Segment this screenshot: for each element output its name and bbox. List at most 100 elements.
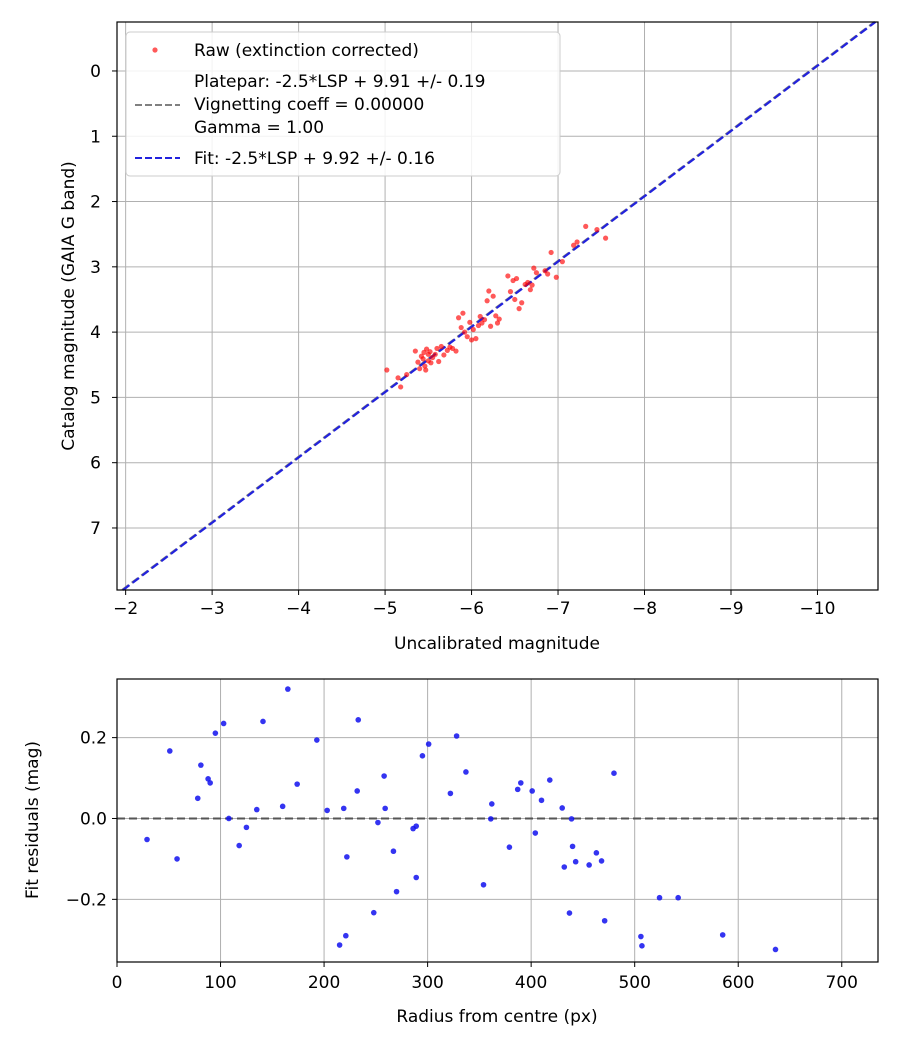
residual-point — [517, 780, 524, 786]
residual-point — [538, 797, 545, 804]
residual-point — [212, 730, 219, 736]
residual-point — [144, 836, 150, 843]
residual-point — [314, 737, 320, 743]
calibration-y-tick-label: 1 — [90, 127, 101, 147]
residual-point — [390, 848, 397, 855]
residual-point — [354, 788, 361, 794]
raw-point — [417, 366, 423, 372]
raw-point — [477, 313, 483, 320]
residual-point — [601, 917, 608, 924]
residuals-y-tick-label: −0.2 — [66, 890, 107, 910]
calibration-raw-points — [384, 223, 609, 390]
raw-point — [583, 223, 589, 229]
residual-point — [487, 816, 494, 822]
residual-point — [514, 786, 521, 793]
raw-point — [473, 336, 479, 342]
legend-vignetting-label: Vignetting coeff = 0.00000 — [194, 95, 424, 115]
calibration-ticks: −2 −3 −4 −5 −6 −7 −8 −9 −10 0 1 2 3 4 5 6 7 — [90, 62, 835, 619]
residual-point — [419, 753, 426, 759]
raw-point — [434, 345, 440, 352]
residual-point — [675, 894, 681, 901]
raw-point — [516, 306, 522, 312]
calibration-x-tick-label: −10 — [800, 599, 836, 619]
residuals-y-tick-label: 0.2 — [80, 729, 107, 749]
residual-point — [611, 770, 617, 776]
residual-point — [336, 942, 343, 948]
residual-point — [772, 946, 779, 953]
residual-point — [546, 777, 553, 783]
residual-point — [370, 909, 377, 916]
residual-point — [294, 781, 300, 787]
raw-point — [486, 288, 492, 294]
calibration-x-tick-label: −2 — [113, 599, 138, 619]
raw-point — [533, 270, 540, 276]
residuals-x-tick-label: 100 — [204, 973, 236, 993]
residual-point — [413, 874, 420, 881]
calibration-x-tick-label: −6 — [459, 599, 484, 619]
calibration-x-tick-label: −4 — [286, 599, 311, 619]
residuals-x-tick-label: 0 — [112, 973, 123, 993]
residual-point — [344, 854, 350, 860]
calibration-x-tick-label: −8 — [632, 599, 657, 619]
legend-raw-marker — [152, 47, 158, 53]
raw-point — [519, 300, 525, 306]
raw-point — [412, 348, 418, 354]
residual-point — [279, 803, 286, 810]
calibration-y-tick-label: 0 — [90, 62, 101, 82]
residual-point — [463, 769, 469, 775]
residual-point — [489, 801, 495, 807]
calibration-x-label: Uncalibrated magnitude — [394, 634, 600, 654]
raw-point — [464, 334, 470, 340]
residuals-x-tick-label: 200 — [308, 973, 340, 993]
residual-point — [207, 780, 213, 786]
residual-point — [586, 862, 592, 868]
raw-point — [529, 282, 535, 288]
residuals-chart: 0 100 200 300 400 500 600 700 −0.2 0.0 0.2 Radius … — [23, 678, 879, 1027]
residual-point — [324, 807, 330, 814]
residual-point — [561, 864, 568, 870]
residual-point — [285, 686, 291, 692]
raw-point — [441, 352, 447, 358]
residual-point — [220, 720, 227, 727]
residual-point — [529, 788, 535, 794]
residual-point — [656, 894, 663, 901]
raw-point — [404, 371, 410, 378]
residual-point — [381, 773, 387, 779]
residual-point — [343, 932, 349, 939]
legend-raw-label: Raw (extinction corrected) — [194, 41, 419, 61]
calibration-x-tick-label: −9 — [718, 599, 743, 619]
residual-point — [639, 943, 645, 949]
residual-point — [593, 850, 600, 856]
raw-point — [422, 363, 428, 369]
residual-point — [393, 888, 400, 895]
residuals-y-tick-label: 0.0 — [80, 809, 107, 829]
calibration-x-tick-label: −3 — [200, 599, 225, 619]
residual-point — [453, 733, 460, 739]
calibration-axes-frame — [116, 21, 879, 591]
raw-point — [493, 313, 499, 319]
residual-point — [260, 718, 266, 725]
calibration-x-tick-label: −5 — [373, 599, 398, 619]
raw-point — [428, 360, 434, 366]
residuals-x-tick-label: 400 — [515, 973, 547, 993]
residuals-x-tick-label: 600 — [722, 973, 754, 993]
calibration-chart: −2 −3 −4 −5 −6 −7 −8 −9 −10 0 1 2 3 4 5 6 7 Uncalibrated… — [59, 21, 879, 654]
residual-point — [598, 858, 605, 864]
residual-point — [243, 824, 250, 831]
residual-point — [253, 806, 260, 813]
calibration-fit-lines — [121, 21, 877, 591]
raw-point — [525, 279, 531, 286]
calibration-y-label: Catalog magnitude (GAIA G band) — [59, 161, 79, 451]
raw-point — [481, 317, 488, 323]
residual-point — [447, 790, 454, 797]
residual-point — [236, 842, 242, 849]
residual-point — [375, 819, 381, 826]
calibration-y-tick-label: 7 — [90, 519, 101, 539]
raw-point — [462, 329, 468, 335]
residual-point — [340, 805, 347, 812]
raw-point — [553, 274, 559, 280]
raw-point — [602, 235, 609, 241]
fit-line — [122, 21, 877, 591]
raw-point — [453, 348, 459, 354]
raw-point — [507, 289, 514, 295]
